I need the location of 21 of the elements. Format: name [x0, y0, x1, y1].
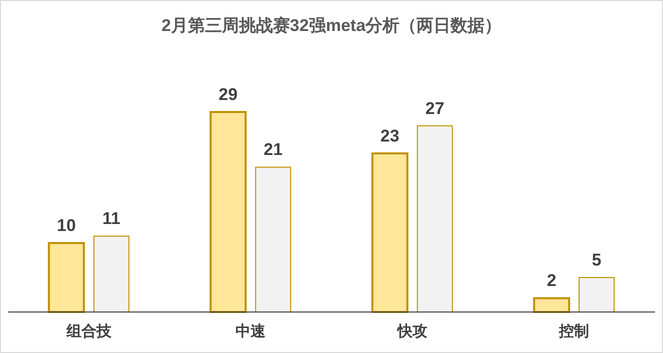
bar — [371, 152, 408, 313]
data-label: 11 — [102, 209, 120, 228]
x-tick-label: 组合技 — [65, 323, 112, 340]
bar — [416, 125, 453, 312]
data-label: 21 — [264, 140, 283, 160]
chart-title: 2月第三周挑战赛32强meta分析（两日数据） — [161, 16, 502, 35]
bar — [93, 236, 130, 312]
data-label: 29 — [218, 85, 238, 104]
data-label: 2 — [546, 271, 556, 290]
bar — [578, 277, 615, 312]
x-tick-label: 中速 — [236, 323, 267, 340]
x-tick-label: 快攻 — [396, 323, 428, 340]
data-label: 23 — [380, 126, 400, 146]
bar — [533, 297, 570, 313]
data-label: 5 — [592, 250, 602, 270]
data-label: 10 — [56, 216, 76, 236]
bar — [255, 166, 292, 312]
x-tick-label: 控制 — [558, 323, 590, 340]
bar — [48, 242, 85, 313]
bar — [210, 111, 247, 313]
data-label: 27 — [425, 98, 444, 118]
